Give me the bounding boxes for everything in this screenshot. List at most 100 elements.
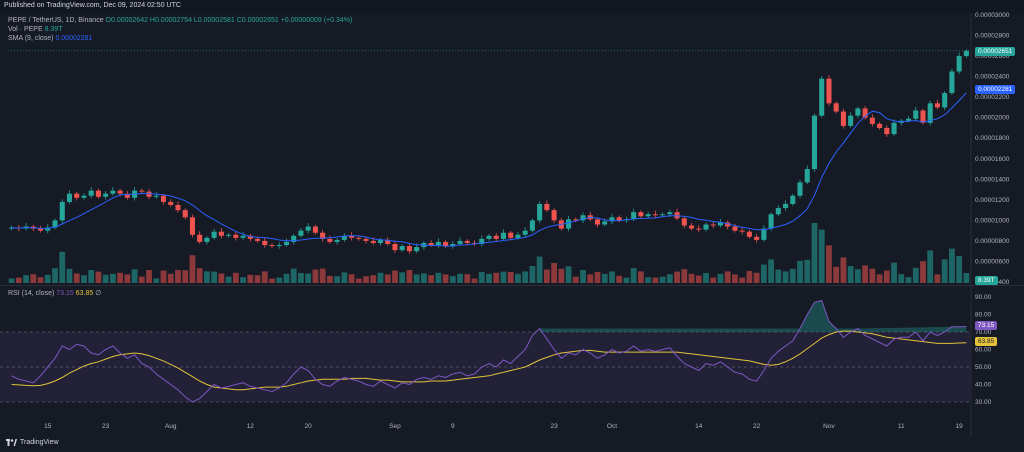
candle-body <box>435 241 441 246</box>
candle-body <box>255 238 261 241</box>
volume-bar <box>587 274 594 283</box>
volume-bar <box>920 261 926 283</box>
volume-bar <box>232 272 239 283</box>
volume-bar <box>811 223 818 283</box>
volume-bar <box>703 273 709 283</box>
volume-bar <box>912 267 919 283</box>
volume-bar <box>269 278 275 283</box>
volume-label[interactable]: Vol · PEPE <box>8 26 43 33</box>
candle-body <box>399 246 405 251</box>
volume-bar <box>645 277 652 283</box>
candle-body <box>645 214 651 217</box>
time-axis-label: 11 <box>898 423 905 430</box>
volume-bar <box>746 271 753 283</box>
volume-bar <box>797 260 803 283</box>
volume-bar <box>536 256 543 283</box>
volume-bar <box>522 271 529 283</box>
volume-bar <box>572 276 579 283</box>
candle-body <box>797 182 803 196</box>
volume-bar <box>312 269 319 283</box>
candle-body <box>204 237 210 242</box>
volume-bar <box>905 277 912 283</box>
candle-body <box>877 123 883 128</box>
rsi-band <box>0 332 970 402</box>
volume-bar <box>883 270 890 283</box>
candle-body <box>269 245 275 247</box>
candle-body <box>732 226 738 231</box>
candle-body <box>341 235 347 240</box>
candle-body <box>783 203 789 209</box>
candle-body <box>95 190 101 197</box>
volume-bar <box>37 277 44 283</box>
volume-bar <box>674 271 680 283</box>
candle-body <box>746 231 752 237</box>
candle-body <box>168 201 174 205</box>
volume-bar <box>160 270 167 283</box>
volume-bar <box>204 271 210 283</box>
volume-bar <box>117 272 124 283</box>
candle-body <box>479 238 485 245</box>
rsi-ma-value: 63.85 <box>75 290 94 297</box>
candle-body <box>327 238 333 242</box>
candle-body <box>81 195 87 198</box>
volume-bar <box>464 274 471 283</box>
candle-body <box>848 115 854 126</box>
rsi-extra: ∅ <box>95 290 102 297</box>
candle-body <box>790 195 796 204</box>
published-bar: Published on TradingView.com, Dec 09, 20… <box>0 0 1024 14</box>
candle-body <box>298 230 304 236</box>
volume-bar <box>131 269 138 283</box>
time-axis-label: Oct <box>607 423 617 430</box>
volume-bar <box>102 274 109 283</box>
volume-bar <box>435 272 442 283</box>
volume-bar <box>739 277 746 283</box>
legend-sma: SMA (9, close) 0.00002281 <box>8 35 92 43</box>
candle-body <box>819 78 825 116</box>
candle-body <box>638 212 644 217</box>
candle-body <box>609 217 615 222</box>
candle-body <box>59 201 65 221</box>
volume-bar <box>652 277 659 283</box>
volume-bar <box>225 276 232 283</box>
volume-bar <box>175 270 181 283</box>
candle-body <box>913 110 919 119</box>
volume-bar <box>138 276 145 283</box>
sma-value: 0.00002281 <box>55 35 93 42</box>
volume-bar <box>363 276 369 283</box>
time-axis-label: 14 <box>695 423 703 430</box>
candle-body <box>349 235 355 238</box>
volume-bar <box>580 270 586 283</box>
candle-body <box>414 247 420 252</box>
candle-body <box>768 214 774 229</box>
legend-ohlc: PEPE / TetherUS, 1D, Binance O0.00002642… <box>8 17 352 25</box>
volume-bar <box>319 268 326 283</box>
volume-bar <box>478 272 485 283</box>
candle-body <box>522 230 528 235</box>
candle-body <box>710 224 716 226</box>
time-axis-label: Nov <box>823 423 835 430</box>
legend-rsi: RSI (14, close) 73.15 63.85 ∅ <box>8 290 101 298</box>
candle-body <box>508 232 514 238</box>
candle-body <box>305 226 311 231</box>
candle-body <box>356 237 362 239</box>
sma-label[interactable]: SMA (9, close) <box>8 35 54 42</box>
symbol-label[interactable]: PEPE / TetherUS, 1D, Binance <box>8 17 104 24</box>
candle-body <box>88 190 94 196</box>
volume-bar <box>355 278 362 283</box>
candle-body <box>291 235 297 242</box>
rsi-tag: 73.15 <box>975 321 998 330</box>
volume-bar <box>247 274 254 283</box>
candle-body <box>500 232 506 239</box>
volume-bar <box>370 275 377 283</box>
candle-body <box>52 220 58 228</box>
price-axis-label: 0.00002200 <box>975 94 1010 101</box>
candle-body <box>580 215 586 221</box>
footer-brand[interactable]: TradingView <box>6 439 59 446</box>
rsi-axis-label: 70.00 <box>975 329 992 336</box>
volume-bar <box>609 271 615 283</box>
candle-body <box>276 245 282 247</box>
time-axis-label: 19 <box>956 423 964 430</box>
candle-body <box>920 110 926 123</box>
rsi-label[interactable]: RSI (14, close) <box>8 290 55 297</box>
